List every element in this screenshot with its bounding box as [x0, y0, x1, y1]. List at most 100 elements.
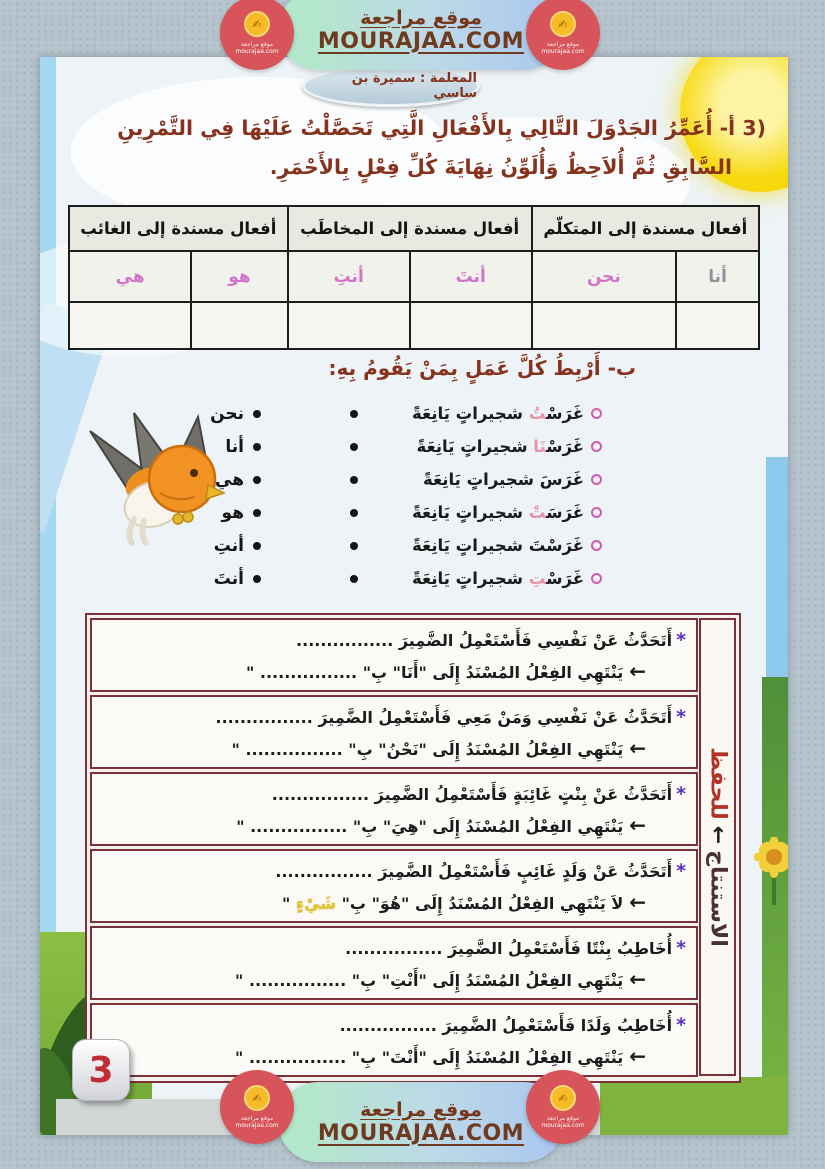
site-domain-link[interactable]: MOURAJAA.COM: [317, 28, 525, 54]
match-sentence: غَرَسَ‍‍تْ شجيراتٍ يَانِعَةً: [412, 503, 584, 522]
match-row: غَرَسَ شجيراتٍ يَانِعَةً هي: [196, 463, 602, 496]
pronoun-cell-anti: أنتِ: [286, 250, 411, 303]
dot-icon: [253, 442, 261, 451]
match-pronoun: أنا: [225, 436, 244, 457]
answer-cell: [67, 301, 193, 350]
arrow-left-icon: ←: [629, 736, 646, 760]
conclusion-box: *أُخَاطِبُ وَلَدًا فَأَسْتَعْمِلُ الضَّم…: [90, 1003, 698, 1077]
dot-icon: [350, 442, 358, 451]
match-pronoun: أنتِ: [213, 535, 244, 556]
flower-icon: [754, 837, 788, 905]
badge-domain: mourajaa.com: [235, 1122, 279, 1129]
circle-bullet-icon: [591, 474, 602, 485]
asterisk-icon: *: [676, 783, 686, 805]
conclusion-box: *أَتَحَدَّثُ عَنْ نَفْسِي فَأَسْتَعْمِلُ…: [90, 618, 698, 692]
dot-icon: [350, 508, 358, 517]
dot-icon: [350, 409, 358, 418]
badge-caption: موقع مراجعة: [546, 41, 580, 48]
answer-cell: [286, 301, 411, 350]
badge-caption: موقع مراجعة: [546, 1115, 580, 1122]
conclusion-rows: *أَتَحَدَّثُ عَنْ نَفْسِي فَأَسْتَعْمِلُ…: [90, 618, 698, 1080]
badge-domain: mourajaa.com: [541, 1122, 585, 1129]
match-pronoun: نحن: [210, 403, 244, 424]
book-icon: ✍: [550, 1085, 576, 1111]
dot-icon: [253, 574, 261, 583]
site-banner-bottom: موقع مراجعة MOURAJAA.COM: [278, 1082, 564, 1162]
grass-bottom-right: [600, 1077, 788, 1135]
site-domain-link[interactable]: MOURAJAA.COM: [317, 1120, 525, 1146]
arrow-left-icon: ←: [629, 1044, 646, 1068]
answer-cell: [530, 301, 678, 350]
match-sentence: غَرَسْ‍‍تَ شجيراتٍ يَانِعَةً: [412, 536, 584, 555]
circle-bullet-icon: [591, 507, 602, 518]
worksheet-page: المعلمة : سميرة بن ساسي 3) أ- أُعَمِّرُ …: [40, 57, 788, 1135]
asterisk-icon: *: [676, 1014, 686, 1036]
match-pronoun: هو: [221, 502, 244, 523]
book-icon: ✍: [244, 1085, 270, 1111]
answer-cell: [190, 301, 289, 350]
match-sentence: غَرَسْ‍‍تُ شجيراتٍ يَانِعَةً: [412, 404, 584, 423]
badge-caption: موقع مراجعة: [240, 1115, 274, 1122]
site-title-link[interactable]: موقع مراجعة: [360, 1098, 482, 1121]
dot-icon: [350, 574, 358, 583]
dot-icon: [350, 475, 358, 484]
match-sentence: غَرَسْ‍‍تِ شجيراتٍ يَانِعَةً: [412, 569, 584, 588]
header-speaker: أفعال مسندة إلى المتكلّم: [530, 205, 761, 252]
table-pronoun-row: أنا نحن أنتَ أنتِ هو هي: [67, 250, 760, 303]
matching-exercise: غَرَسْ‍‍تُ شجيراتٍ يَانِعَةً نحن غَرَسْ‍…: [196, 397, 602, 595]
conclusion-box: *أَتَحَدَّثُ عَنْ وَلَدٍ غَائِبٍ فَأَسْت…: [90, 849, 698, 923]
arrow-left-icon: ←: [629, 659, 646, 683]
conclusion-box: *أَتَحَدَّثُ عَنْ بِنْتٍ غَائِبَةٍ فَأَس…: [90, 772, 698, 846]
answer-cell: [675, 301, 760, 350]
badge-caption: موقع مراجعة: [240, 41, 274, 48]
dot-icon: [253, 409, 261, 418]
table-header-row: أفعال مسندة إلى المتكلّم أفعال مسندة إلى…: [68, 205, 761, 252]
arrow-left-icon: ←: [629, 967, 646, 991]
dot-icon: [350, 541, 358, 550]
header-absent: أفعال مسندة إلى الغائب: [68, 205, 289, 252]
pronoun-cell-ana: أنا: [675, 250, 760, 303]
conclusion-section: *أَتَحَدَّثُ عَنْ نَفْسِي فَأَسْتَعْمِلُ…: [85, 613, 741, 1083]
sidebar-label: الاستنتاج←للحفظ: [705, 747, 730, 947]
match-row: غَرَسْ‍‍نَا شجيراتٍ يَانِعَةً أنا: [196, 430, 602, 463]
match-row: غَرَسْ‍‍تُ شجيراتٍ يَانِعَةً نحن: [196, 397, 602, 430]
sky-patch: [766, 457, 788, 717]
site-logo-badge: ✍ موقع مراجعة mourajaa.com: [526, 1070, 600, 1144]
circle-bullet-icon: [591, 441, 602, 452]
asterisk-icon: *: [676, 937, 686, 959]
exercise-number: 3): [742, 116, 766, 140]
match-row: غَرَسَ‍‍تْ شجيراتٍ يَانِعَةً هو: [196, 496, 602, 529]
conclusion-sidebar: الاستنتاج←للحفظ: [699, 618, 736, 1076]
circle-bullet-icon: [591, 573, 602, 584]
circle-bullet-icon: [591, 540, 602, 551]
pronoun-cell-hiya: هي: [67, 250, 193, 303]
exercise-a-line1: 3) أ- أُعَمِّرُ الجَدْوَلَ التَّالِي بِا…: [117, 116, 766, 140]
grass-right: [762, 677, 788, 1135]
badge-domain: mourajaa.com: [235, 48, 279, 55]
page-number-badge: 3: [72, 1039, 130, 1101]
conclusion-box: *أَتَحَدَّثُ عَنْ نَفْسِي وَمَنْ مَعِي ف…: [90, 695, 698, 769]
arrow-down-icon: ←: [705, 825, 730, 845]
site-title-link[interactable]: موقع مراجعة: [360, 6, 482, 29]
pronoun-cell-huwa: هو: [190, 250, 289, 303]
dot-icon: [253, 541, 261, 550]
asterisk-icon: *: [676, 706, 686, 728]
badge-domain: mourajaa.com: [541, 48, 585, 55]
verbs-table: أفعال مسندة إلى المتكلّم أفعال مسندة إلى…: [67, 205, 761, 350]
teacher-name-bubble: المعلمة : سميرة بن ساسي: [302, 65, 480, 107]
exercise-b-title: ب- أَرْبِطُ كُلَّ عَمَلٍ بِمَنْ يَقُومُ …: [328, 356, 636, 380]
arrow-left-icon: ←: [629, 890, 646, 914]
pronoun-cell-anta: أنتَ: [408, 250, 533, 303]
pronoun-cell-nahnu: نحن: [530, 250, 678, 303]
asterisk-icon: *: [676, 860, 686, 882]
conclusion-box: *أُخَاطِبُ بِنْتًا فَأَسْتَعْمِلُ الضَّم…: [90, 926, 698, 1000]
match-sentence: غَرَسَ شجيراتٍ يَانِعَةً: [422, 470, 584, 489]
site-banner-top: موقع مراجعة MOURAJAA.COM: [278, 0, 564, 70]
site-logo-badge: ✍ موقع مراجعة mourajaa.com: [220, 0, 294, 70]
asterisk-icon: *: [676, 629, 686, 651]
site-logo-badge: ✍ موقع مراجعة mourajaa.com: [220, 1070, 294, 1144]
exercise-a-title: 3) أ- أُعَمِّرُ الجَدْوَلَ التَّالِي بِا…: [60, 109, 766, 187]
match-pronoun: هي: [215, 469, 244, 490]
match-pronoun: أنتَ: [213, 568, 244, 589]
bird-icon: [89, 412, 226, 546]
